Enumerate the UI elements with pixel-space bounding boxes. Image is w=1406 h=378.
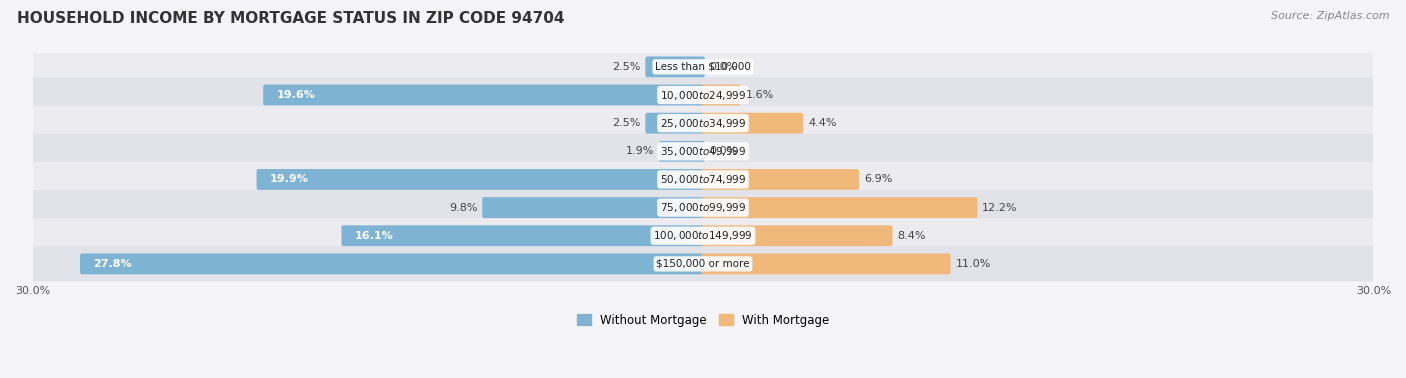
Legend: Without Mortgage, With Mortgage: Without Mortgage, With Mortgage <box>576 314 830 327</box>
Text: HOUSEHOLD INCOME BY MORTGAGE STATUS IN ZIP CODE 94704: HOUSEHOLD INCOME BY MORTGAGE STATUS IN Z… <box>17 11 564 26</box>
FancyBboxPatch shape <box>18 106 1388 141</box>
Text: 16.1%: 16.1% <box>354 231 394 241</box>
FancyBboxPatch shape <box>18 190 1388 225</box>
Text: $35,000 to $49,999: $35,000 to $49,999 <box>659 145 747 158</box>
FancyBboxPatch shape <box>702 113 803 133</box>
Text: Less than $10,000: Less than $10,000 <box>655 62 751 72</box>
FancyBboxPatch shape <box>659 141 704 162</box>
FancyBboxPatch shape <box>342 225 704 246</box>
Text: 1.9%: 1.9% <box>626 146 654 156</box>
Text: $25,000 to $34,999: $25,000 to $34,999 <box>659 117 747 130</box>
Text: $50,000 to $74,999: $50,000 to $74,999 <box>659 173 747 186</box>
Text: 0.0%: 0.0% <box>710 146 738 156</box>
Text: $75,000 to $99,999: $75,000 to $99,999 <box>659 201 747 214</box>
Text: 2.5%: 2.5% <box>612 118 640 128</box>
Text: 19.9%: 19.9% <box>270 175 308 184</box>
Text: 0.0%: 0.0% <box>710 62 738 72</box>
Text: 19.6%: 19.6% <box>276 90 315 100</box>
FancyBboxPatch shape <box>702 225 893 246</box>
Text: 1.6%: 1.6% <box>745 90 773 100</box>
FancyBboxPatch shape <box>18 162 1388 197</box>
FancyBboxPatch shape <box>18 50 1388 84</box>
Text: Source: ZipAtlas.com: Source: ZipAtlas.com <box>1271 11 1389 21</box>
Text: 9.8%: 9.8% <box>449 203 477 212</box>
Text: $150,000 or more: $150,000 or more <box>657 259 749 269</box>
Text: 11.0%: 11.0% <box>956 259 991 269</box>
FancyBboxPatch shape <box>18 218 1388 253</box>
FancyBboxPatch shape <box>80 254 704 274</box>
Text: 12.2%: 12.2% <box>983 203 1018 212</box>
FancyBboxPatch shape <box>18 77 1388 113</box>
FancyBboxPatch shape <box>256 169 704 190</box>
FancyBboxPatch shape <box>263 85 704 105</box>
Text: 6.9%: 6.9% <box>863 175 893 184</box>
Text: 27.8%: 27.8% <box>93 259 132 269</box>
FancyBboxPatch shape <box>702 254 950 274</box>
FancyBboxPatch shape <box>702 169 859 190</box>
FancyBboxPatch shape <box>645 56 704 77</box>
Text: $100,000 to $149,999: $100,000 to $149,999 <box>654 229 752 242</box>
FancyBboxPatch shape <box>18 134 1388 169</box>
Text: 8.4%: 8.4% <box>897 231 927 241</box>
FancyBboxPatch shape <box>702 197 977 218</box>
Text: $10,000 to $24,999: $10,000 to $24,999 <box>659 88 747 102</box>
Text: 2.5%: 2.5% <box>612 62 640 72</box>
FancyBboxPatch shape <box>482 197 704 218</box>
Text: 4.4%: 4.4% <box>808 118 837 128</box>
FancyBboxPatch shape <box>645 113 704 133</box>
FancyBboxPatch shape <box>18 246 1388 281</box>
FancyBboxPatch shape <box>702 85 741 105</box>
